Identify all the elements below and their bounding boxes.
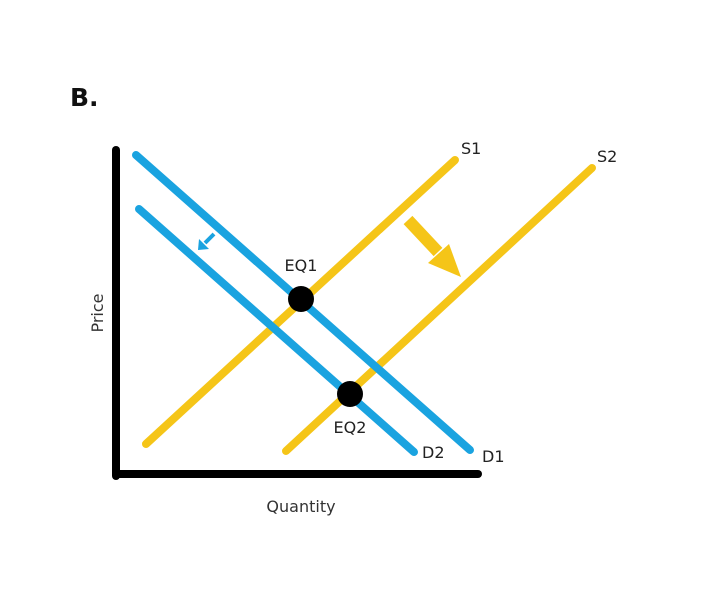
supply-curve-s2 bbox=[282, 164, 596, 455]
curve-label-s2: S2 bbox=[597, 147, 617, 166]
equilibrium-label-eq2: EQ2 bbox=[334, 418, 367, 437]
demand-curve-d2 bbox=[135, 205, 418, 456]
panel-label: B. bbox=[70, 83, 99, 112]
curve-label-s1: S1 bbox=[461, 139, 481, 158]
curve-label-d2: D2 bbox=[422, 443, 445, 462]
equilibrium-label-eq1: EQ1 bbox=[285, 256, 318, 275]
demand-shift-arrow bbox=[198, 232, 216, 250]
x-axis-label: Quantity bbox=[266, 497, 335, 516]
equilibrium-point-eq1 bbox=[288, 286, 314, 312]
y-axis-label: Price bbox=[88, 293, 107, 332]
equilibrium-point-eq2 bbox=[337, 381, 363, 407]
supply-shift-arrow bbox=[403, 215, 461, 277]
curve-label-d1: D1 bbox=[482, 447, 505, 466]
